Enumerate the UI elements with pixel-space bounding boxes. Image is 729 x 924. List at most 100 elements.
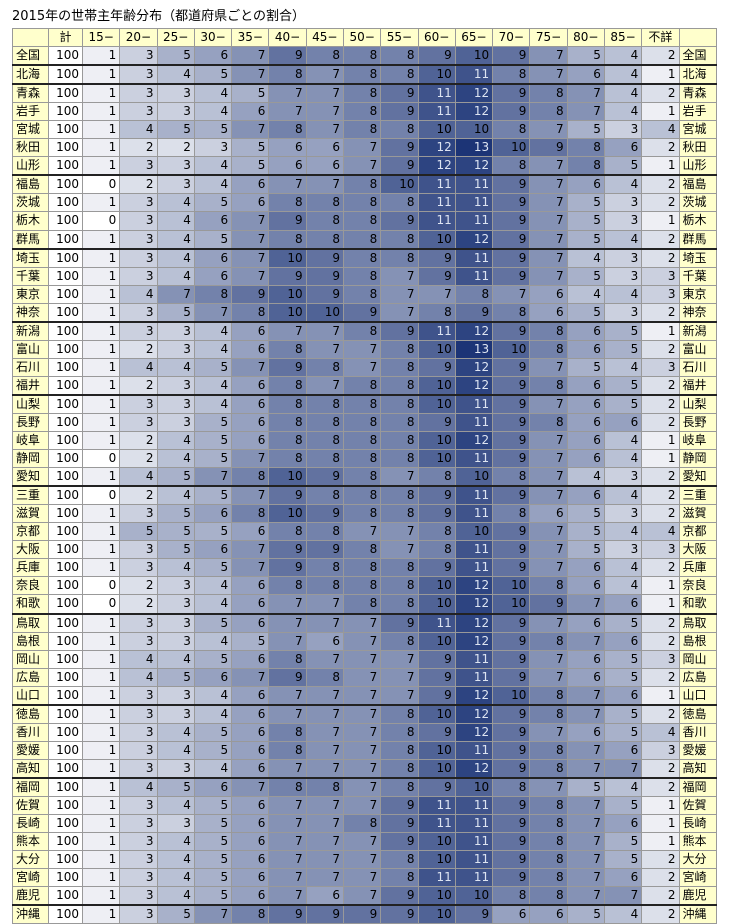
cell: 7 bbox=[529, 540, 568, 560]
cell: 8 bbox=[268, 776, 307, 797]
cell: 100 bbox=[48, 339, 83, 359]
cell: 5 bbox=[193, 522, 233, 542]
row-label: 静岡 bbox=[678, 449, 717, 469]
cell: 5 bbox=[193, 795, 233, 816]
cell: 3 bbox=[119, 46, 158, 66]
cell: 1 bbox=[81, 649, 121, 669]
cell: 8 bbox=[268, 64, 307, 85]
cell: 11 bbox=[417, 868, 456, 888]
cell: 3 bbox=[156, 393, 195, 414]
row-label: 静岡 bbox=[12, 449, 49, 469]
cell: 4 bbox=[193, 174, 233, 195]
cell: 3 bbox=[119, 504, 158, 524]
cell: 8 bbox=[342, 266, 382, 286]
cell: 7 bbox=[231, 357, 270, 377]
cell: 5 bbox=[193, 229, 233, 250]
cell: 4 bbox=[193, 576, 233, 596]
cell: 8 bbox=[492, 504, 531, 524]
cell: 6 bbox=[603, 814, 643, 834]
cell: 100 bbox=[48, 776, 83, 797]
cell: 11 bbox=[454, 211, 494, 231]
cell: 1 bbox=[81, 740, 121, 760]
cell: 4 bbox=[156, 193, 195, 213]
cell: 100 bbox=[48, 886, 83, 906]
cell: 8 bbox=[268, 375, 307, 396]
cell: 5 bbox=[193, 740, 233, 760]
cell: 9 bbox=[417, 266, 456, 286]
cell: 2 bbox=[119, 431, 158, 451]
cell: 2 bbox=[641, 758, 680, 779]
cell: 7 bbox=[193, 904, 233, 924]
cell: 9 bbox=[492, 83, 531, 104]
table-row: 長崎 100 1 3 3 5 6 7 7 8 9 11 11 9 8 7 6 1 長崎 bbox=[12, 814, 717, 834]
cell: 7 bbox=[231, 120, 270, 140]
cell: 1 bbox=[81, 138, 121, 158]
cell: 10 bbox=[454, 46, 494, 66]
cell: 9 bbox=[492, 832, 531, 852]
cell: 8 bbox=[305, 46, 344, 66]
cell: 8 bbox=[380, 339, 419, 359]
cell: 6 bbox=[231, 412, 270, 433]
cell: 4 bbox=[566, 284, 605, 304]
cell: 7 bbox=[305, 64, 344, 85]
cell: 7 bbox=[305, 868, 344, 888]
cell: 7 bbox=[529, 46, 568, 66]
cell: 100 bbox=[48, 631, 83, 651]
cell: 6 bbox=[268, 138, 307, 158]
row-label: 宮城 bbox=[12, 120, 49, 140]
cell: 4 bbox=[156, 357, 195, 377]
cell: 8 bbox=[529, 703, 568, 724]
cell: 100 bbox=[48, 522, 83, 542]
cell: 7 bbox=[566, 758, 605, 779]
cell: 9 bbox=[380, 83, 419, 104]
cell: 2 bbox=[641, 83, 680, 104]
cell: 3 bbox=[603, 120, 643, 140]
cell: 1 bbox=[81, 102, 121, 122]
column-header: 85− bbox=[603, 27, 643, 48]
table-row: 京都 100 1 5 5 5 6 8 8 7 7 8 10 9 7 5 4 4 京都 bbox=[12, 522, 717, 542]
cell: 10 bbox=[417, 449, 456, 469]
cell: 6 bbox=[566, 667, 605, 687]
cell: 8 bbox=[529, 412, 568, 433]
cell: 100 bbox=[48, 540, 83, 560]
cell: 6 bbox=[566, 339, 605, 359]
cell: 5 bbox=[566, 540, 605, 560]
cell: 8 bbox=[231, 302, 270, 323]
cell: 4 bbox=[603, 174, 643, 195]
cell: 6 bbox=[566, 393, 605, 414]
row-label: 埼玉 bbox=[678, 247, 717, 268]
cell: 11 bbox=[417, 211, 456, 231]
cell: 9 bbox=[305, 467, 344, 487]
cell: 7 bbox=[231, 485, 270, 506]
cell: 8 bbox=[305, 193, 344, 213]
row-label: 長崎 bbox=[678, 814, 717, 834]
cell: 8 bbox=[529, 740, 568, 760]
cell: 7 bbox=[305, 685, 344, 706]
cell: 4 bbox=[603, 904, 643, 924]
cell: 6 bbox=[231, 522, 270, 542]
column-header: 30− bbox=[193, 27, 233, 48]
cell: 7 bbox=[305, 649, 344, 669]
cell: 5 bbox=[193, 612, 233, 633]
cell: 7 bbox=[193, 467, 233, 487]
row-label: 岩手 bbox=[678, 102, 717, 122]
table-row: 宮崎 100 1 3 4 5 6 7 7 7 8 11 11 9 8 7 6 2 宮崎 bbox=[12, 868, 717, 888]
cell: 7 bbox=[268, 685, 307, 706]
cell: 6 bbox=[231, 832, 270, 852]
row-label: 愛媛 bbox=[678, 740, 717, 760]
cell: 8 bbox=[193, 284, 233, 304]
cell: 100 bbox=[48, 229, 83, 250]
cell: 100 bbox=[48, 156, 83, 176]
cell: 4 bbox=[193, 758, 233, 779]
row-label: 愛媛 bbox=[12, 740, 49, 760]
cell: 2 bbox=[641, 467, 680, 487]
cell: 9 bbox=[492, 375, 531, 396]
cell: 7 bbox=[566, 83, 605, 104]
cell: 8 bbox=[529, 886, 568, 906]
table-row: 沖縄 100 1 3 5 7 8 9 9 9 9 10 9 6 6 5 4 2 沖縄 bbox=[12, 904, 717, 924]
cell: 8 bbox=[566, 138, 605, 158]
cell: 8 bbox=[529, 631, 568, 651]
cell: 7 bbox=[380, 685, 419, 706]
cell: 4 bbox=[193, 83, 233, 104]
cell: 10 bbox=[417, 703, 456, 724]
